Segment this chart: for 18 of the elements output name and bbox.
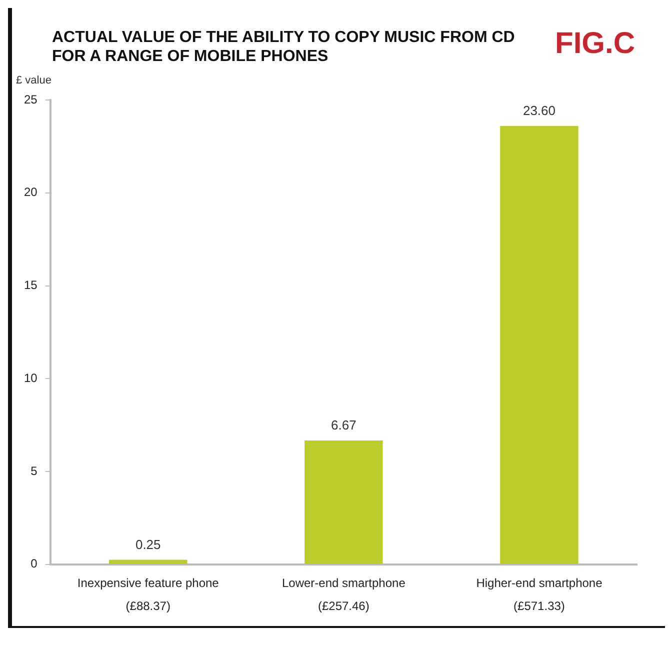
bar [109,560,188,564]
y-tick-label: 0 [30,556,38,571]
data-label: 23.60 [522,103,556,118]
x-tick-label: Inexpensive feature phone (£88.37) [77,576,220,613]
x-tick-label: Higher-end smartphone (£571.33) [476,576,603,613]
y-tick-label: 10 [24,370,38,385]
y-axis-title: £ value [16,74,52,87]
y-tick-label: 5 [30,464,38,478]
bar [304,440,383,564]
text: FIG.C [555,27,635,60]
y-tick-label: 15 [24,278,38,292]
bar [500,126,578,564]
x-tick-label: Lower-end smartphone (£257.46) [282,576,406,613]
chart-title: ACTUAL VALUE OF THE ABILITY TO COPY MUSIC FROM CD FOR A RANGE OF MOBILE PHONES [52,28,515,66]
data-label: 0.25 [135,536,161,552]
y-tick-label: 25 [24,92,38,106]
data-label: 6.67 [331,418,356,433]
y-tick-label: 20 [24,185,38,200]
